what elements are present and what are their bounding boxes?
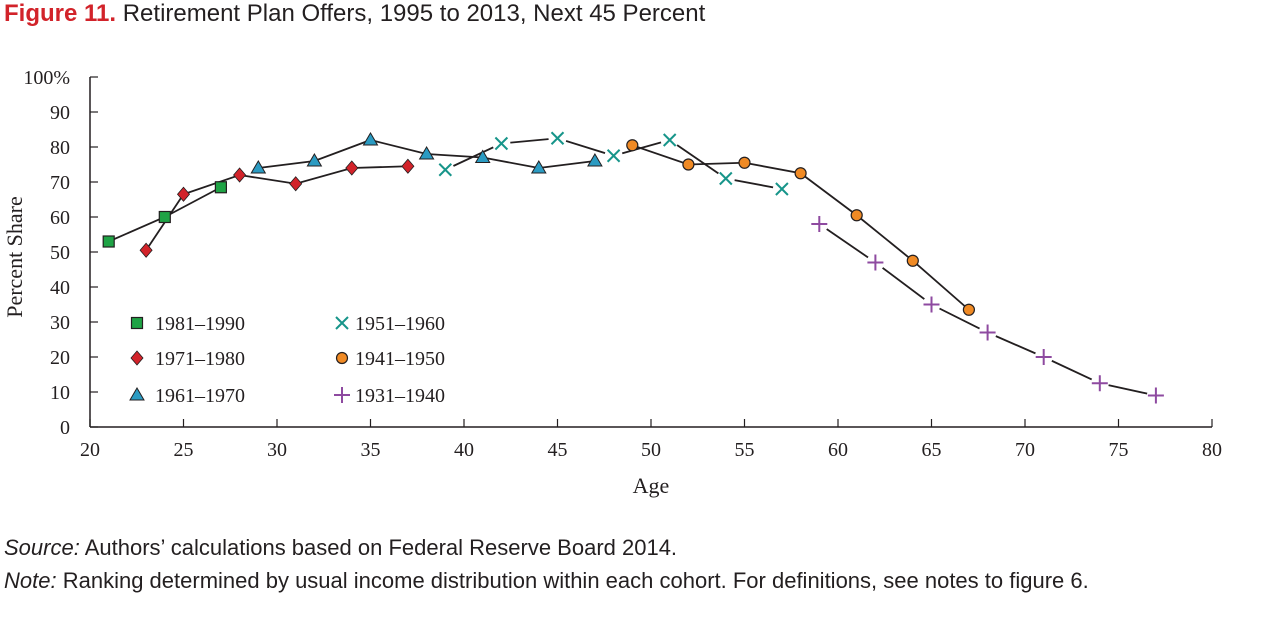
x-tick-label: 65 <box>922 439 942 461</box>
legend-marker <box>129 387 145 401</box>
legend-marker <box>130 350 144 366</box>
data-point <box>233 167 247 183</box>
legend-label: 1941–1950 <box>355 348 445 370</box>
data-point <box>362 132 379 146</box>
legend-label: 1931–1940 <box>355 385 445 407</box>
data-point <box>719 171 733 186</box>
data-point <box>250 160 267 174</box>
series-line <box>818 223 1157 397</box>
data-point <box>289 176 303 192</box>
data-point <box>418 146 435 160</box>
y-tick-label: 20 <box>50 347 70 369</box>
data-point <box>867 254 884 271</box>
data-point <box>606 149 621 163</box>
legend-marker <box>130 316 144 330</box>
data-point <box>775 182 789 196</box>
data-point <box>401 158 415 174</box>
x-tick-label: 30 <box>267 439 287 461</box>
data-point <box>626 139 639 152</box>
y-axis-label: Percent Share <box>2 196 27 318</box>
y-tick-label: 30 <box>50 312 70 334</box>
figure-number: Figure 11. <box>4 0 117 27</box>
x-tick-label: 55 <box>735 439 755 461</box>
legend-label: 1971–1980 <box>155 348 245 370</box>
series-line <box>145 165 408 251</box>
source-text: Authors’ calculations based on Federal R… <box>84 535 678 560</box>
source-lead: Source: <box>4 535 80 560</box>
note-text: Ranking determined by usual income distr… <box>62 568 1089 593</box>
data-point <box>962 303 976 316</box>
data-point <box>1035 349 1052 365</box>
data-point <box>811 216 828 232</box>
figure-title-text: Retirement Plan Offers, 1995 to 2013, Ne… <box>122 0 706 27</box>
x-tick-label: 75 <box>1109 439 1129 461</box>
x-tick-label: 45 <box>548 439 568 461</box>
legend-label: 1951–1960 <box>355 313 445 335</box>
legend-marker <box>335 351 349 365</box>
figure-title: Figure 11. Retirement Plan Offers, 1995 … <box>4 0 705 28</box>
data-point <box>979 324 996 341</box>
legend-marker <box>334 387 350 403</box>
note-text-block: Note: Ranking determined by usual income… <box>4 565 1280 597</box>
x-tick-label: 70 <box>1015 439 1035 461</box>
chart-axes: 0 10 20 30 40 50 60 70 80 90 100% 20 25 30 35 40 45 50 55 6… <box>23 67 1222 461</box>
x-tick-label: 20 <box>80 439 100 461</box>
legend-marker <box>335 316 349 330</box>
y-tick-label: 90 <box>50 102 70 124</box>
x-tick-label: 25 <box>174 439 194 461</box>
line-chart: 0 10 20 30 40 50 60 70 80 90 100% 20 25 30 35 40 45 50 55 6… <box>2 67 1222 498</box>
chart-legend: 1981–1990 1971–1980 1961–1970 1951–1960 1941… <box>129 313 445 407</box>
note-lead: Note: <box>4 568 57 593</box>
data-point <box>176 186 191 202</box>
data-point <box>530 160 547 174</box>
data-point <box>738 156 751 169</box>
series-markers <box>102 129 1165 405</box>
x-tick-label: 60 <box>828 439 848 461</box>
data-point <box>550 131 565 145</box>
data-point <box>474 149 491 163</box>
data-point <box>214 181 227 194</box>
data-point <box>587 153 603 167</box>
data-point <box>306 153 323 167</box>
data-point <box>158 210 171 224</box>
data-point <box>794 167 807 180</box>
source-note: Source: Authors’ calculations based on F… <box>4 532 677 564</box>
y-tick-label: 80 <box>50 137 70 159</box>
data-point <box>850 209 863 222</box>
x-tick-label: 80 <box>1202 439 1222 461</box>
data-point <box>1147 387 1164 404</box>
data-point <box>345 160 359 176</box>
data-point <box>494 136 509 151</box>
y-tick-label: 60 <box>50 207 70 229</box>
data-point <box>923 296 940 313</box>
data-point <box>139 242 153 258</box>
x-tick-label: 50 <box>641 439 661 461</box>
y-tick-label: 70 <box>50 172 70 194</box>
x-axis-label: Age <box>633 473 670 498</box>
y-tick-label: 10 <box>50 382 70 404</box>
x-tick-label: 35 <box>361 439 381 461</box>
y-tick-label: 0 <box>60 417 70 439</box>
y-tick-label: 50 <box>50 242 70 264</box>
legend-label: 1961–1970 <box>155 385 245 407</box>
data-point <box>662 133 677 147</box>
y-tick-label: 100% <box>23 67 70 89</box>
legend-label: 1981–1990 <box>155 313 245 335</box>
data-point <box>438 163 453 177</box>
data-point <box>682 158 695 171</box>
y-tick-label: 40 <box>50 277 70 299</box>
data-point <box>906 254 919 267</box>
x-tick-label: 40 <box>454 439 474 461</box>
series-lines <box>108 137 1157 397</box>
data-point <box>1091 375 1108 392</box>
data-point <box>102 235 115 248</box>
